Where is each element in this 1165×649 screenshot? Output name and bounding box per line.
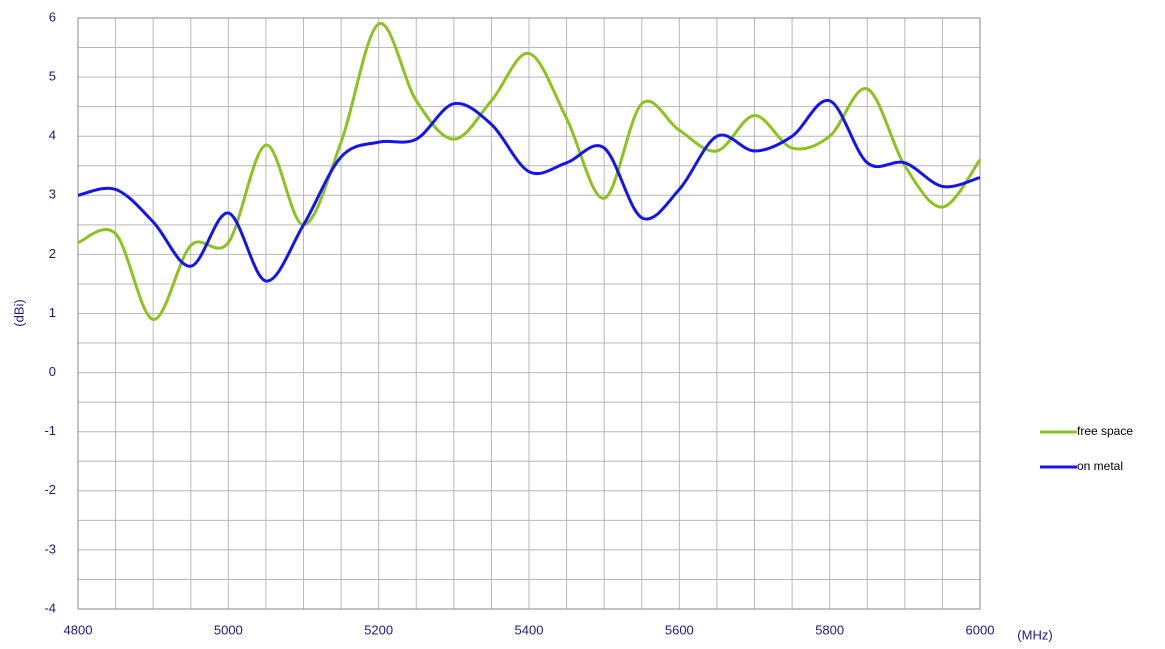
y-tick-label: 5 [49, 69, 56, 84]
x-tick-label: 5200 [364, 622, 393, 637]
y-tick-label: 0 [49, 364, 56, 379]
x-tick-label: 5800 [815, 622, 844, 637]
plot-border [77, 17, 981, 610]
y-tick-label: 1 [49, 305, 56, 320]
y-tick-label: 4 [49, 128, 56, 143]
x-tick-label: 5600 [665, 622, 694, 637]
series-line [77, 22, 982, 321]
y-axis-label: (dBi) [11, 299, 26, 326]
y-tick-label: 2 [49, 246, 56, 261]
series-line [77, 99, 981, 283]
y-tick-label: -1 [44, 423, 56, 438]
y-tick-label: 6 [49, 9, 56, 24]
y-tick-label: -4 [44, 600, 56, 615]
legend-label: on metal [1077, 459, 1123, 473]
x-tick-label: 5000 [214, 622, 243, 637]
x-tick-label: 4800 [64, 622, 93, 637]
legend-label: free space [1077, 424, 1133, 438]
x-tick-label: 5400 [515, 622, 544, 637]
y-tick-label: -2 [44, 482, 56, 497]
y-tick-label: -3 [44, 541, 56, 556]
x-tick-label: 6000 [966, 622, 995, 637]
y-tick-label: 3 [49, 187, 56, 202]
x-axis-label: (MHz) [1017, 627, 1052, 642]
